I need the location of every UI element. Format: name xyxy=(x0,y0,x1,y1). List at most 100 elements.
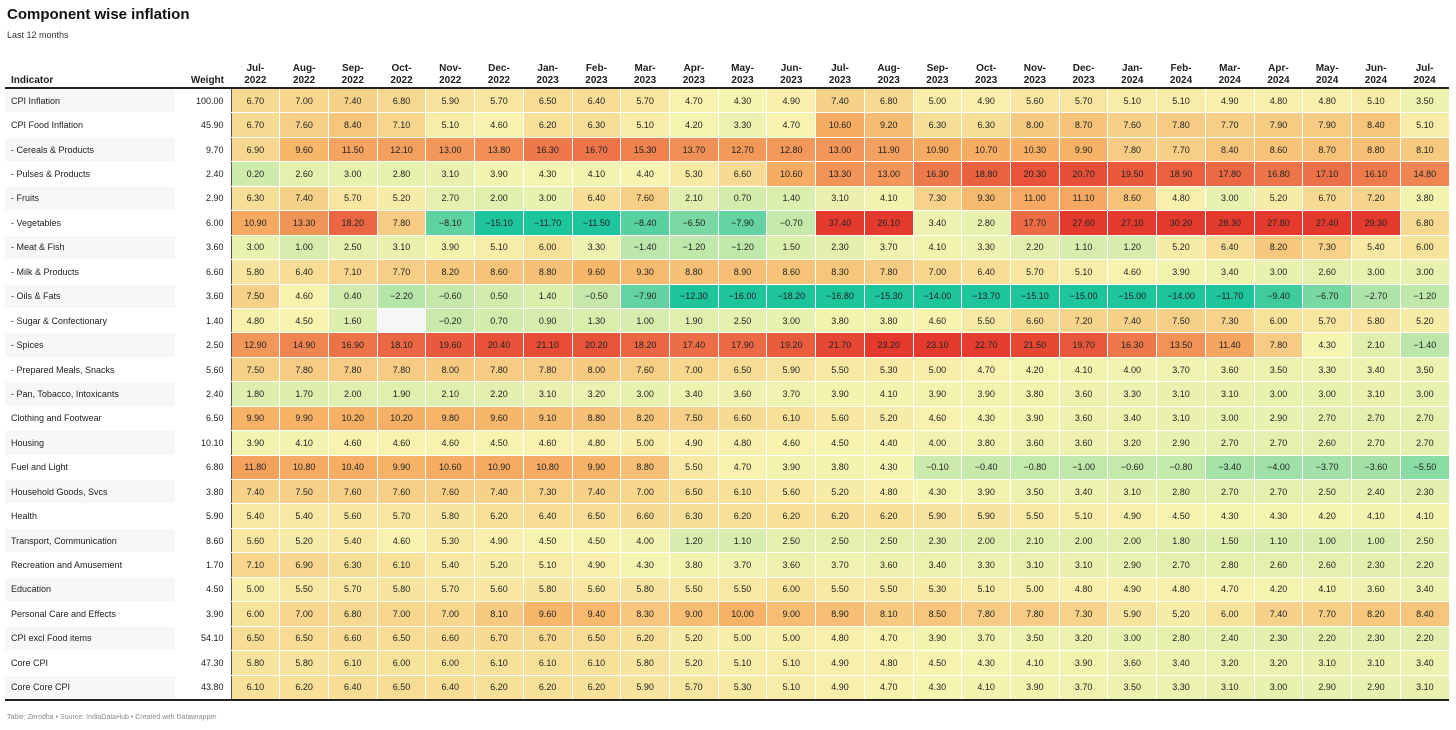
column-header-month[interactable]: Jul- 2024 xyxy=(1400,56,1449,89)
heatmap-cell: 2.50 xyxy=(863,528,914,554)
heatmap-cell: 3.90 xyxy=(230,430,280,456)
heatmap-cell: 4.70 xyxy=(1204,577,1255,603)
heatmap-cell: 3.30 xyxy=(1107,381,1157,407)
heatmap-cell: 6.70 xyxy=(522,626,573,652)
heatmap-cell: 0.70 xyxy=(717,186,767,212)
heatmap-cell: 6.10 xyxy=(571,650,621,676)
heatmap-cell: 1.00 xyxy=(1302,528,1352,554)
heatmap-cell: 5.80 xyxy=(522,577,573,603)
table-row: Recreation and Amusement 1.70 7.10 6.90 6.30… xyxy=(5,552,1449,578)
heatmap-cell: 3.10 xyxy=(1302,650,1352,676)
column-header-month[interactable]: May- 2023 xyxy=(718,56,767,89)
heatmap-cell: −6.70 xyxy=(1302,284,1352,309)
column-header-month[interactable]: Mar- 2024 xyxy=(1205,56,1255,89)
heatmap-cell: 6.20 xyxy=(815,503,865,529)
heatmap-cell: 7.00 xyxy=(279,88,329,114)
heatmap-cell: 3.60 xyxy=(1058,381,1108,407)
heatmap-cell: 4.90 xyxy=(668,430,719,456)
heatmap-cell: 7.40 xyxy=(327,88,378,114)
column-header-month[interactable]: Nov- 2022 xyxy=(425,56,475,89)
column-header-month[interactable]: Jun- 2023 xyxy=(766,56,816,89)
heatmap-cell: 4.80 xyxy=(717,430,767,456)
column-header-month[interactable]: Jun- 2024 xyxy=(1351,56,1401,89)
heatmap-cell: 3.10 xyxy=(815,186,865,212)
heatmap-cell: 7.50 xyxy=(668,406,719,432)
row-weight-value: 6.50 xyxy=(175,406,232,432)
heatmap-cell: 12.70 xyxy=(717,137,767,163)
column-header-month[interactable]: Jan- 2023 xyxy=(523,56,573,89)
row-weight-value: 6.80 xyxy=(175,455,232,481)
column-header-month[interactable]: Aug- 2023 xyxy=(864,56,914,89)
column-header-month[interactable]: Feb- 2023 xyxy=(572,56,621,89)
heatmap-cell: 8.80 xyxy=(620,455,670,481)
column-header-month[interactable]: Jan- 2024 xyxy=(1107,56,1157,89)
column-header-month[interactable]: Sep- 2022 xyxy=(328,56,378,89)
heatmap-cell: 3.90 xyxy=(474,161,524,187)
heatmap-cell: 4.30 xyxy=(1204,503,1255,529)
heatmap-cell: 5.30 xyxy=(912,577,962,603)
heatmap-cell: 8.90 xyxy=(815,601,865,627)
column-header-month[interactable]: Jul- 2023 xyxy=(815,56,865,89)
heatmap-cell: 7.10 xyxy=(327,259,378,285)
column-header-month[interactable]: Jul- 2022 xyxy=(231,56,280,89)
heatmap-cell: 6.90 xyxy=(230,137,280,163)
heatmap-cell: 6.40 xyxy=(279,259,329,285)
column-header-month[interactable]: Oct- 2022 xyxy=(377,56,426,89)
column-header-month[interactable]: May- 2024 xyxy=(1302,56,1352,89)
column-header-month[interactable]: Aug- 2022 xyxy=(279,56,329,89)
heatmap-cell: 6.00 xyxy=(522,235,573,261)
heatmap-cell: 6.00 xyxy=(1253,308,1303,334)
heatmap-cell: 5.30 xyxy=(668,161,719,187)
heatmap-cell: −3.60 xyxy=(1351,455,1401,481)
heatmap-cell: 2.70 xyxy=(1253,479,1303,505)
column-header-month[interactable]: Feb- 2024 xyxy=(1156,56,1206,89)
heatmap-cell: 4.60 xyxy=(327,430,378,456)
heatmap-cell: 7.30 xyxy=(1302,235,1352,261)
row-weight-value: 2.50 xyxy=(175,332,232,358)
heatmap-cell: 3.20 xyxy=(1204,650,1255,676)
heatmap-cell: 12.80 xyxy=(766,137,816,163)
heatmap-cell: 3.40 xyxy=(1351,357,1401,383)
column-header-month[interactable]: Apr- 2023 xyxy=(669,56,719,89)
heatmap-cell: 6.20 xyxy=(522,675,573,701)
heatmap-cell: 3.00 xyxy=(1253,381,1303,407)
column-header-month[interactable]: Nov- 2023 xyxy=(1010,56,1060,89)
heatmap-cell: 9.90 xyxy=(1058,137,1108,163)
column-header-month[interactable]: Mar- 2023 xyxy=(620,56,670,89)
heatmap-cell: 4.70 xyxy=(961,357,1011,383)
heatmap-cell: 7.10 xyxy=(376,112,426,138)
heatmap-cell: 2.70 xyxy=(1351,430,1401,456)
column-header-month[interactable]: Dec- 2022 xyxy=(474,56,524,89)
heatmap-cell: 3.60 xyxy=(717,381,767,407)
heatmap-cell: 27.10 xyxy=(1107,210,1157,236)
heatmap-cell: 2.20 xyxy=(1399,552,1449,578)
heatmap-cell: 6.00 xyxy=(766,577,816,603)
heatmap-cell: 5.50 xyxy=(717,577,767,603)
chart-subtitle: Last 12 months xyxy=(7,30,69,40)
heatmap-cell: 9.90 xyxy=(376,455,426,481)
column-header-weight[interactable]: Weight xyxy=(175,56,231,89)
heatmap-cell: 5.40 xyxy=(1351,235,1401,261)
heatmap-cell: 4.80 xyxy=(863,650,914,676)
column-header-indicator[interactable]: Indicator xyxy=(5,56,175,89)
heatmap-cell: 26.10 xyxy=(863,210,914,236)
heatmap-cell: 6.90 xyxy=(279,552,329,578)
heatmap-cell: 2.50 xyxy=(1302,479,1352,505)
heatmap-cell: 3.30 xyxy=(1156,675,1206,701)
heatmap-cell: 30.20 xyxy=(1156,210,1206,236)
heatmap-cell: 5.70 xyxy=(668,675,719,701)
table-row: Personal Care and Effects 3.90 6.00 7.00 6.8… xyxy=(5,601,1449,627)
heatmap-cell: 8.20 xyxy=(425,259,475,285)
column-header-month[interactable]: Apr- 2024 xyxy=(1254,56,1303,89)
heatmap-cell: 5.60 xyxy=(571,577,621,603)
heatmap-cell: 3.50 xyxy=(1010,479,1060,505)
row-weight-value: 2.40 xyxy=(175,381,232,407)
heatmap-cell: 18.20 xyxy=(620,332,670,358)
column-header-month[interactable]: Sep- 2023 xyxy=(913,56,962,89)
column-header-month[interactable]: Dec- 2023 xyxy=(1059,56,1108,89)
heatmap-cell: 3.30 xyxy=(571,235,621,261)
column-header-month[interactable]: Oct- 2023 xyxy=(961,56,1011,89)
heatmap-cell: −0.50 xyxy=(571,284,621,309)
heatmap-cell: 7.10 xyxy=(230,552,280,578)
heatmap-cell: 7.80 xyxy=(1253,332,1303,358)
